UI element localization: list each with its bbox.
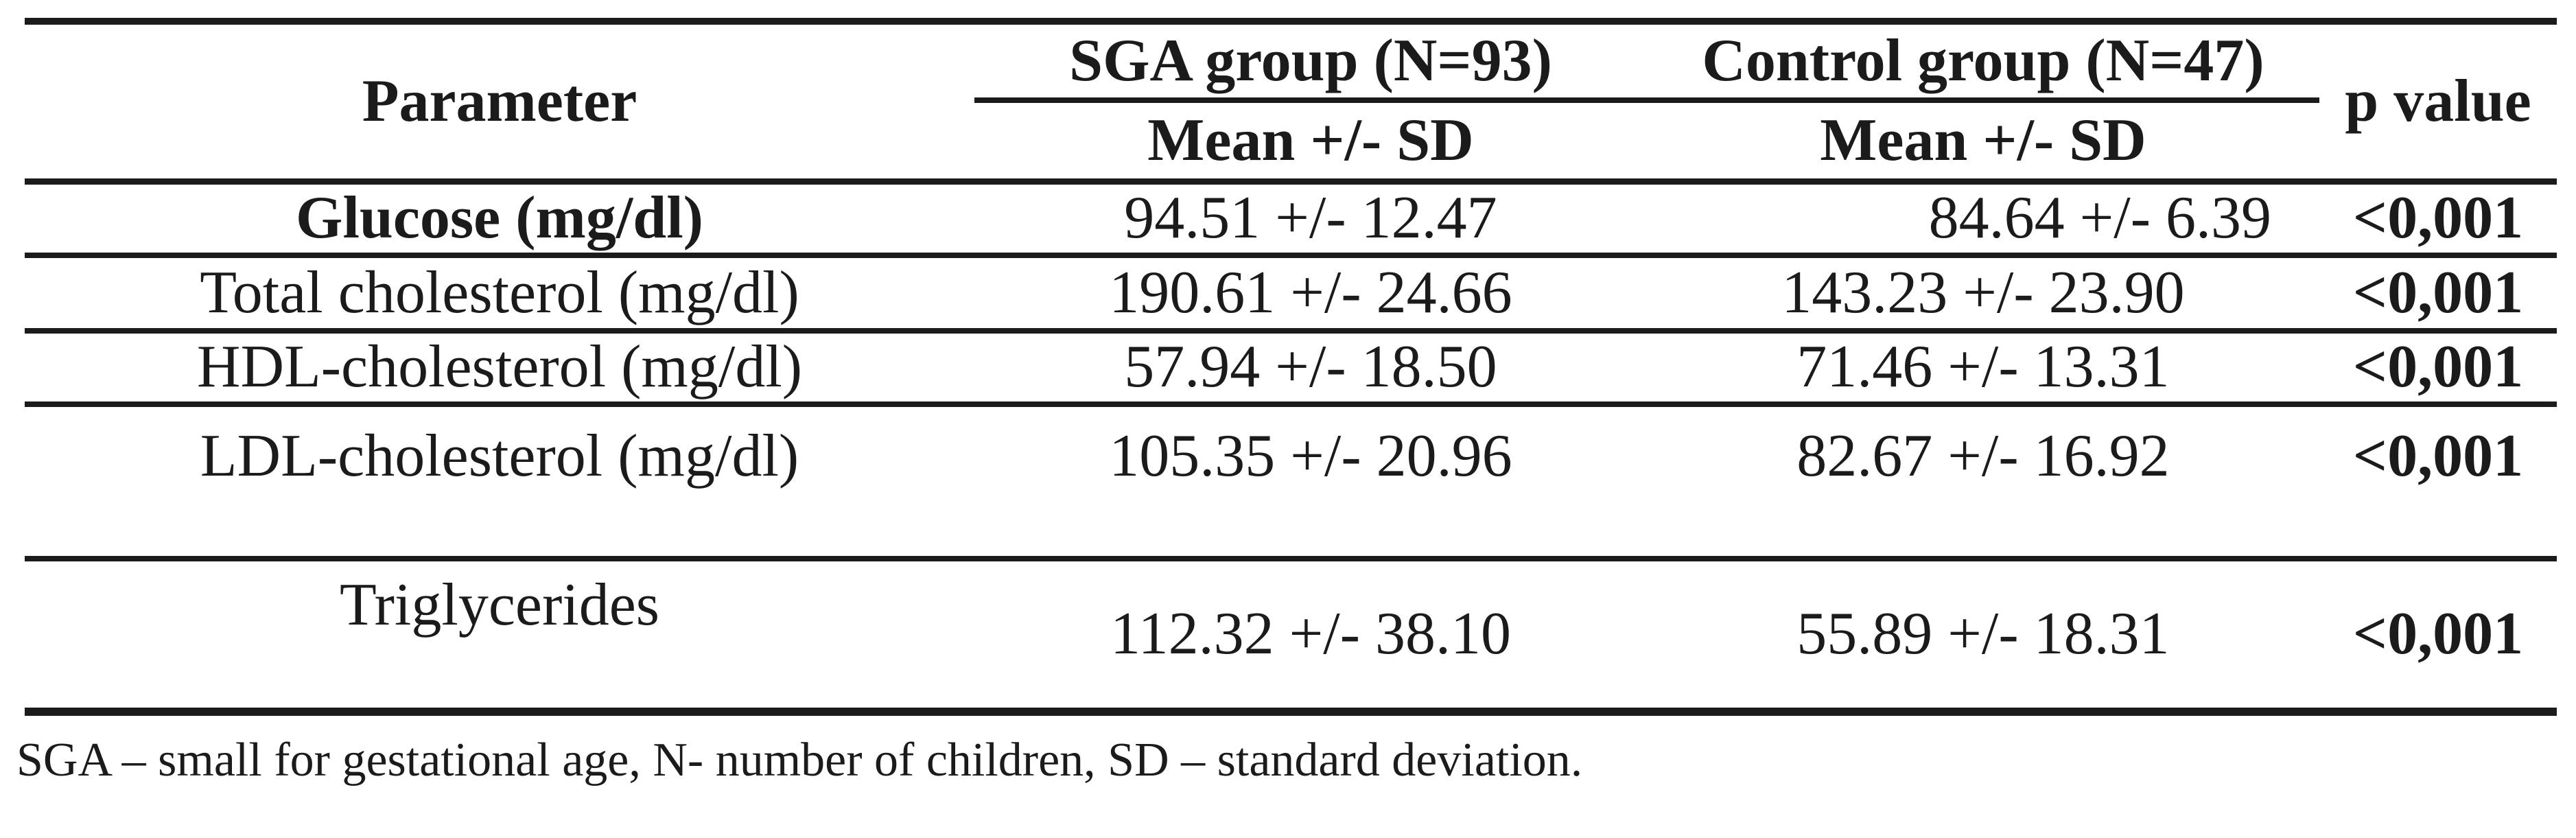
p-value-ldl-cholesterol: <0,001 bbox=[2319, 404, 2557, 561]
control-value-ldl-cholesterol: 82.67 +/- 16.92 bbox=[1647, 404, 2319, 561]
control-value-hdl-cholesterol: 71.46 +/- 13.31 bbox=[1647, 331, 2319, 407]
p-value-glucose: <0,001 bbox=[2319, 181, 2557, 258]
group-header-row: Parameter SGA group (N=93) Control group… bbox=[25, 18, 2557, 185]
p-value-triglycerides: <0,001 bbox=[2319, 559, 2557, 716]
table-row-hdl-cholesterol: HDL-cholesterol (mg/dl) 57.94 +/- 18.50 … bbox=[25, 331, 2557, 407]
sga-value-triglycerides: 112.32 +/- 38.10 bbox=[974, 559, 1647, 716]
header-control-group: Control group (N=47) bbox=[1647, 18, 2319, 103]
subheader-row: Mean +/- SD Mean +/- SD bbox=[25, 100, 2557, 185]
results-table: Parameter SGA group (N=93) Control group… bbox=[25, 18, 2557, 716]
header-sga-group: SGA group (N=93) bbox=[974, 18, 1647, 103]
header-p-value: p value bbox=[2319, 18, 2557, 185]
sga-value-hdl-cholesterol: 57.94 +/- 18.50 bbox=[974, 331, 1647, 407]
p-value-total-cholesterol: <0,001 bbox=[2319, 255, 2557, 334]
header-parameter: Parameter bbox=[25, 18, 974, 185]
sga-value-ldl-cholesterol: 105.35 +/- 20.96 bbox=[974, 404, 1647, 561]
p-value-hdl-cholesterol: <0,001 bbox=[2319, 331, 2557, 407]
control-value-glucose: 84.64 +/- 6.39 bbox=[1647, 181, 2319, 258]
table-row-glucose: Glucose (mg/dl) 94.51 +/- 12.47 84.64 +/… bbox=[25, 181, 2557, 258]
subheader-sga-mean-sd: Mean +/- SD bbox=[974, 100, 1647, 185]
table-row-triglycerides: Triglycerides 112.32 +/- 38.10 55.89 +/-… bbox=[25, 559, 2557, 716]
row-label-hdl-cholesterol: HDL-cholesterol (mg/dl) bbox=[25, 331, 974, 407]
row-label-triglycerides: Triglycerides bbox=[25, 559, 974, 716]
subheader-control-mean-sd: Mean +/- SD bbox=[1647, 100, 2319, 185]
row-label-glucose: Glucose (mg/dl) bbox=[25, 181, 974, 258]
row-label-ldl-cholesterol: LDL-cholesterol (mg/dl) bbox=[25, 404, 974, 561]
table-footnote: SGA – small for gestational age, N- numb… bbox=[16, 734, 1583, 787]
control-value-total-cholesterol: 143.23 +/- 23.90 bbox=[1647, 255, 2319, 334]
row-label-total-cholesterol: Total cholesterol (mg/dl) bbox=[25, 255, 974, 334]
table-row-ldl-cholesterol: LDL-cholesterol (mg/dl) 105.35 +/- 20.96… bbox=[25, 404, 2557, 561]
control-value-triglycerides: 55.89 +/- 18.31 bbox=[1647, 559, 2319, 716]
sga-value-total-cholesterol: 190.61 +/- 24.66 bbox=[974, 255, 1647, 334]
table-row-total-cholesterol: Total cholesterol (mg/dl) 190.61 +/- 24.… bbox=[25, 255, 2557, 334]
sga-value-glucose: 94.51 +/- 12.47 bbox=[974, 181, 1647, 258]
